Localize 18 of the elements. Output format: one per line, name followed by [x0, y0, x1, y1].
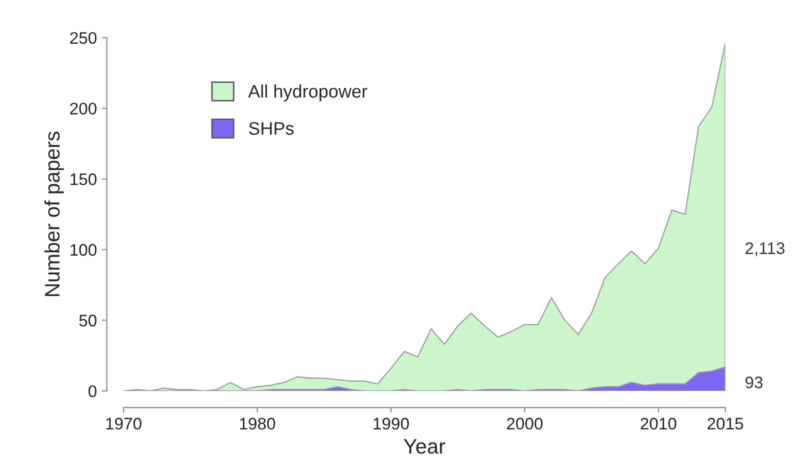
x-tick-label: 2015: [708, 418, 744, 430]
x-tick-label: 2000: [506, 418, 543, 430]
annotation: 93: [745, 376, 763, 388]
legend-label: All hydropower: [248, 84, 368, 102]
legend-label: SHPs: [248, 122, 294, 135]
x-tick-label: 2010: [640, 418, 676, 430]
y-tick-label: 150: [70, 173, 96, 186]
y-tick-label: 250: [70, 32, 96, 44]
y-tick-label: 200: [70, 102, 96, 115]
y-tick-label: 50: [79, 314, 96, 326]
x-tick-label: 1970: [106, 418, 142, 430]
x-tick-label: 1990: [374, 418, 409, 430]
x-axis-title: Year: [404, 439, 446, 454]
y-tick-label: 0: [88, 385, 96, 398]
annotation: 2,113: [746, 242, 784, 256]
x-tick-label: 1980: [240, 418, 276, 430]
y-axis-title: Number of papers: [44, 132, 64, 296]
y-tick-label: 100: [70, 244, 96, 256]
